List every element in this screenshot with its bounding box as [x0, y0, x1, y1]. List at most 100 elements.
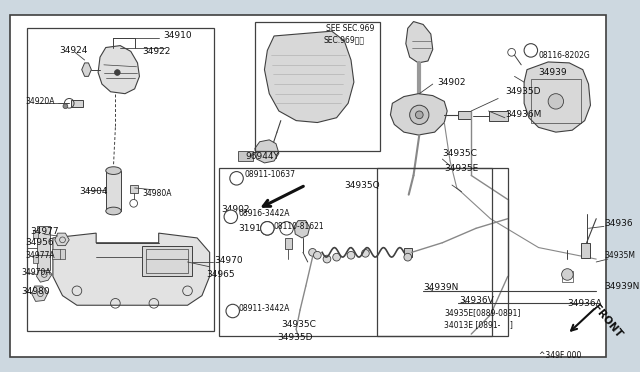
Text: 08916-3442A: 08916-3442A [239, 209, 290, 218]
Text: 34935Q: 34935Q [344, 180, 380, 190]
Bar [404, 247, 412, 257]
Polygon shape [55, 233, 69, 246]
Text: ^349F 000: ^349F 000 [538, 351, 581, 360]
Text: 34970: 34970 [214, 256, 243, 264]
Text: N: N [234, 174, 239, 183]
Polygon shape [406, 22, 433, 63]
Polygon shape [53, 233, 210, 305]
Circle shape [314, 251, 321, 259]
Text: B: B [265, 224, 270, 233]
Text: 34922: 34922 [142, 47, 171, 56]
Bar [27, 28, 214, 331]
Text: 34902: 34902 [221, 205, 250, 214]
Text: 34939: 34939 [538, 68, 567, 77]
Polygon shape [82, 63, 92, 76]
Circle shape [308, 248, 316, 256]
Text: 34935M: 34935M [604, 251, 635, 260]
Circle shape [415, 111, 423, 119]
Text: 34980: 34980 [21, 287, 50, 296]
Text: B: B [528, 46, 533, 55]
Text: SEC.969参照: SEC.969参照 [323, 35, 364, 44]
Polygon shape [264, 31, 354, 122]
Text: 08110-81621: 08110-81621 [273, 222, 324, 231]
Bar [562, 270, 573, 282]
Bar [488, 111, 508, 121]
Bar [142, 246, 193, 276]
Polygon shape [36, 267, 52, 282]
Circle shape [280, 222, 293, 235]
Circle shape [115, 70, 120, 76]
Circle shape [260, 222, 274, 235]
Circle shape [548, 94, 564, 109]
Bar [581, 243, 591, 258]
Text: 34924: 34924 [60, 46, 88, 55]
Circle shape [260, 222, 274, 235]
Text: 34013E [0891-    ]: 34013E [0891- ] [444, 320, 513, 329]
Text: 96944Y: 96944Y [245, 152, 279, 161]
Text: 34935E: 34935E [444, 164, 479, 173]
Text: 34935D: 34935D [505, 87, 540, 96]
Text: 34920A: 34920A [25, 97, 54, 106]
Bar [33, 255, 38, 263]
Bar [531, 79, 581, 122]
Bar [220, 168, 492, 336]
Text: 34970A: 34970A [21, 268, 51, 277]
Bar [33, 230, 38, 238]
Text: 34977: 34977 [31, 227, 60, 236]
Bar [458, 111, 471, 119]
Circle shape [63, 104, 68, 109]
Circle shape [333, 253, 340, 261]
Bar [285, 238, 292, 250]
Polygon shape [524, 62, 591, 132]
Ellipse shape [106, 167, 121, 174]
Polygon shape [390, 94, 447, 135]
Text: 34936: 34936 [604, 219, 632, 228]
Ellipse shape [106, 207, 121, 215]
Text: 34935E[0889-0891]: 34935E[0889-0891] [444, 308, 521, 317]
Text: W: W [227, 212, 234, 221]
Text: 08911-3442A: 08911-3442A [239, 304, 290, 312]
Bar [71, 100, 83, 107]
Circle shape [226, 304, 239, 318]
Circle shape [347, 251, 355, 259]
Circle shape [323, 255, 331, 263]
Bar [239, 151, 253, 161]
Polygon shape [294, 221, 310, 238]
Text: 34939N: 34939N [604, 282, 639, 291]
Text: 34936A: 34936A [568, 299, 602, 308]
Circle shape [562, 269, 573, 280]
Text: 34980A: 34980A [142, 189, 172, 198]
Text: SEE SEC.969: SEE SEC.969 [326, 24, 374, 33]
Text: 34977A: 34977A [25, 251, 54, 260]
Text: 34965: 34965 [207, 270, 236, 279]
Circle shape [524, 44, 538, 57]
Text: 08911-10637: 08911-10637 [244, 170, 295, 179]
Polygon shape [98, 46, 140, 94]
Text: 34935D: 34935D [277, 333, 312, 343]
Text: B: B [265, 224, 270, 233]
Text: 08116-8202G: 08116-8202G [538, 51, 590, 60]
Text: 34936M: 34936M [505, 110, 541, 119]
Polygon shape [32, 286, 48, 301]
Text: 34904: 34904 [79, 187, 108, 196]
Bar [106, 171, 121, 211]
Bar [146, 250, 189, 273]
Bar [377, 168, 508, 336]
Text: 34935C: 34935C [281, 320, 316, 329]
Text: 34935C: 34935C [442, 149, 477, 158]
Text: 34936V: 34936V [460, 296, 495, 305]
Text: FRONT: FRONT [591, 303, 624, 340]
Bar [52, 250, 65, 259]
Circle shape [362, 250, 369, 257]
Text: 34956: 34956 [25, 238, 54, 247]
Polygon shape [255, 140, 279, 163]
Bar [130, 185, 138, 193]
Circle shape [410, 105, 429, 125]
Text: 34902: 34902 [438, 78, 466, 87]
Bar [255, 22, 380, 151]
Circle shape [224, 210, 237, 224]
Circle shape [404, 253, 412, 261]
Text: 31913Y: 31913Y [239, 224, 273, 233]
Text: N: N [230, 307, 236, 315]
Circle shape [230, 171, 243, 185]
